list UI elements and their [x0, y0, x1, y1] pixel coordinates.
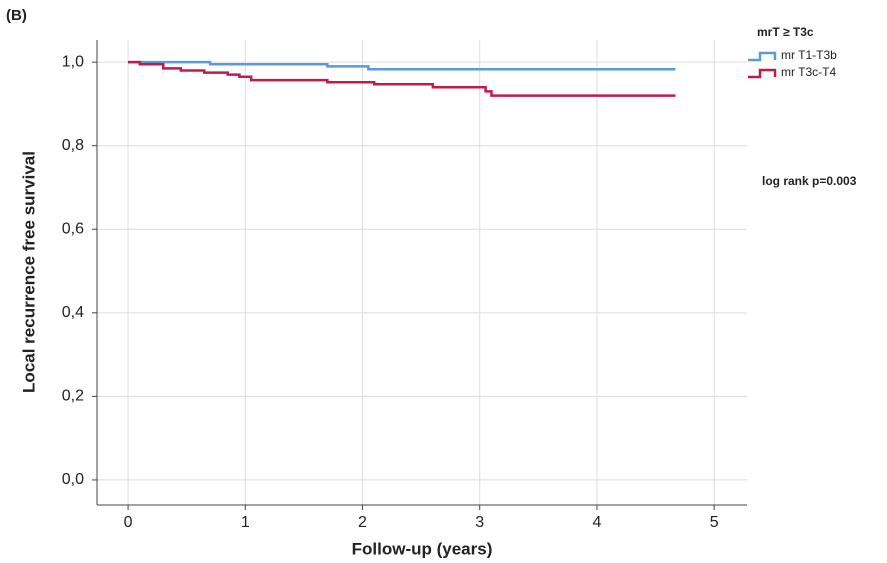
- legend-symbol: [748, 51, 777, 62]
- y-axis-title: Local recurrence free survival: [19, 151, 38, 393]
- y-tick-label: 0,8: [62, 137, 84, 154]
- survival-curve: [128, 60, 676, 71]
- y-tick-label: 0,4: [62, 304, 84, 321]
- y-tick-label: 0,0: [62, 471, 84, 488]
- y-tick-label: 0,2: [62, 388, 84, 405]
- x-tick-label: 1: [241, 514, 250, 531]
- legend-symbol: [748, 68, 777, 79]
- legend-label: mr T1-T3b: [781, 48, 837, 62]
- legend-label: mr T3c-T4: [781, 65, 836, 79]
- annotation: log rank p=0.003: [762, 174, 857, 188]
- x-tick-label: 2: [358, 514, 367, 531]
- x-tick-label: 5: [710, 514, 719, 531]
- x-tick-label: 3: [475, 514, 484, 531]
- x-axis-title: Follow-up (years): [352, 539, 493, 558]
- y-tick-label: 1,0: [62, 53, 84, 70]
- x-tick-label: 0: [124, 514, 133, 531]
- panel-label: (B): [6, 7, 27, 24]
- y-tick-label: 0,6: [62, 220, 84, 237]
- legend-title: mrT ≥ T3c: [757, 25, 814, 39]
- x-tick-label: 4: [593, 514, 602, 531]
- survival-curve: [128, 60, 676, 97]
